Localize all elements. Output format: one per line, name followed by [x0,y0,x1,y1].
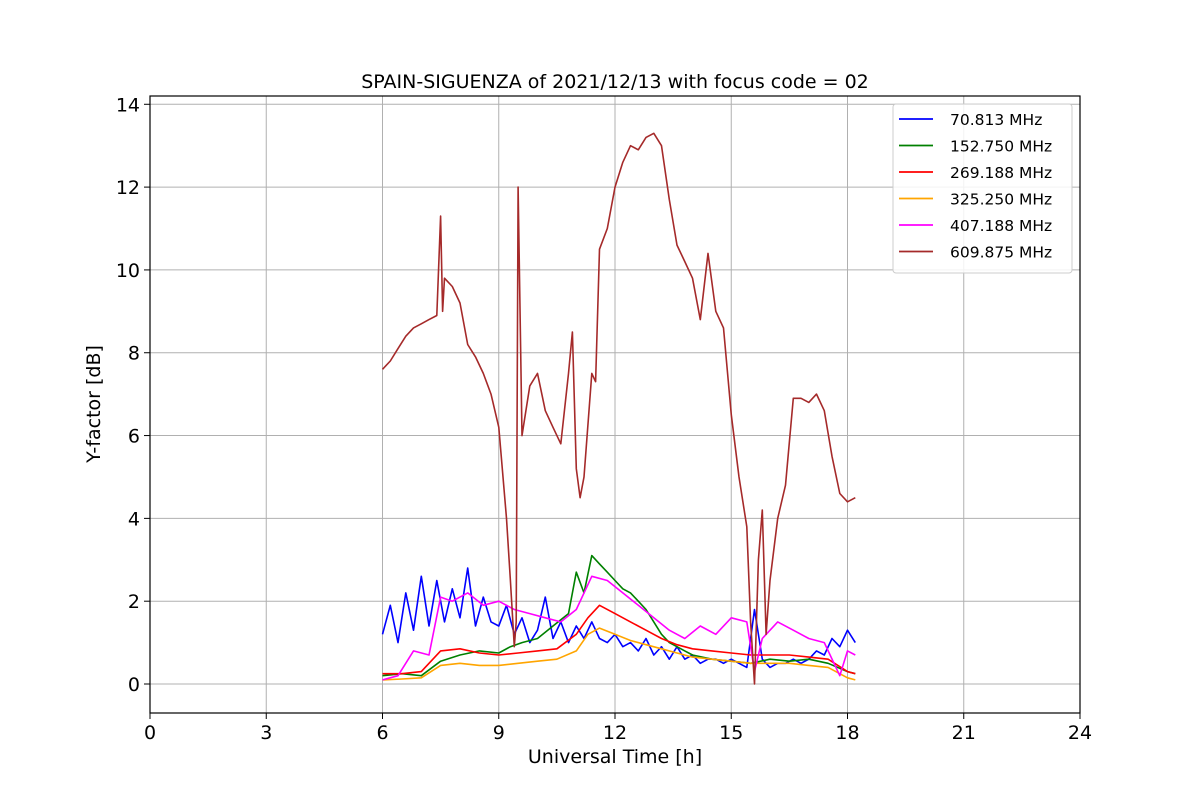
x-tick-label: 21 [952,722,976,744]
y-axis: 0 2 4 6 8 10 12 14 [116,94,150,696]
x-axis: 0 3 6 9 12 15 18 21 24 [144,713,1092,744]
y-axis-label: Y-factor [dB] [83,345,105,464]
legend-entry: 407.188 MHz [950,217,1052,235]
legend-entry: 269.188 MHz [950,164,1052,182]
series-line-4 [382,575,856,681]
legend: 70.813 MHz 152.750 MHz 269.188 MHz 325.250 … [892,103,1073,274]
legend-box [892,103,1073,274]
series-line-3 [382,627,856,681]
legend-entry: 609.875 MHz [950,244,1052,262]
y-tick-label: 10 [116,260,140,282]
x-tick-label: 24 [1068,722,1092,744]
y-tick-label: 4 [128,508,140,530]
chart-title: SPAIN-SIGUENZA of 2021/12/13 with focus … [361,71,869,93]
x-tick-label: 9 [493,722,505,744]
plot-area [381,132,856,685]
x-tick-label: 12 [603,722,627,744]
x-tick-label: 15 [719,722,743,744]
x-tick-label: 0 [144,722,156,744]
x-tick-label: 6 [376,722,388,744]
legend-entry: 152.750 MHz [950,138,1052,156]
legend-entry: 70.813 MHz [950,111,1042,129]
y-tick-label: 14 [116,94,140,116]
x-tick-label: 3 [260,722,272,744]
y-tick-label: 12 [116,177,140,199]
legend-entry: 325.250 MHz [950,191,1052,209]
y-tick-label: 8 [128,343,140,365]
y-tick-label: 2 [128,591,140,613]
x-tick-label: 18 [835,722,859,744]
x-axis-label: Universal Time [h] [528,746,702,768]
y-tick-label: 0 [128,674,140,696]
series-line-5 [381,132,856,685]
y-tick-label: 6 [128,426,140,448]
series-line-2 [382,604,856,675]
